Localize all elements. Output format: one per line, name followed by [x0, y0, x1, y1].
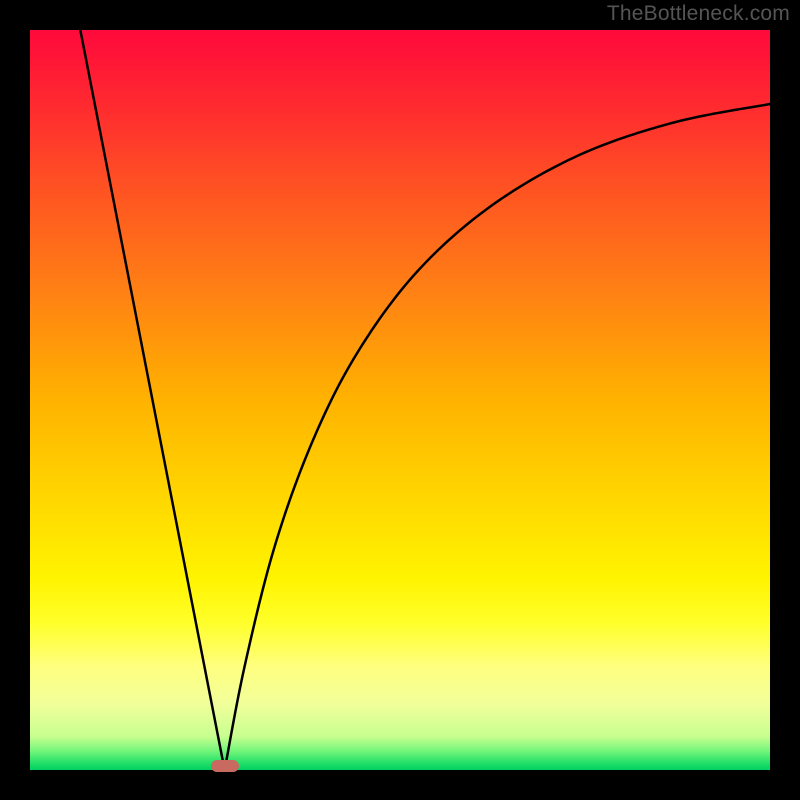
plot-area — [30, 30, 770, 770]
vertex-marker — [211, 760, 239, 772]
watermark-text: TheBottleneck.com — [607, 2, 790, 26]
chart-container: TheBottleneck.com — [0, 0, 800, 800]
